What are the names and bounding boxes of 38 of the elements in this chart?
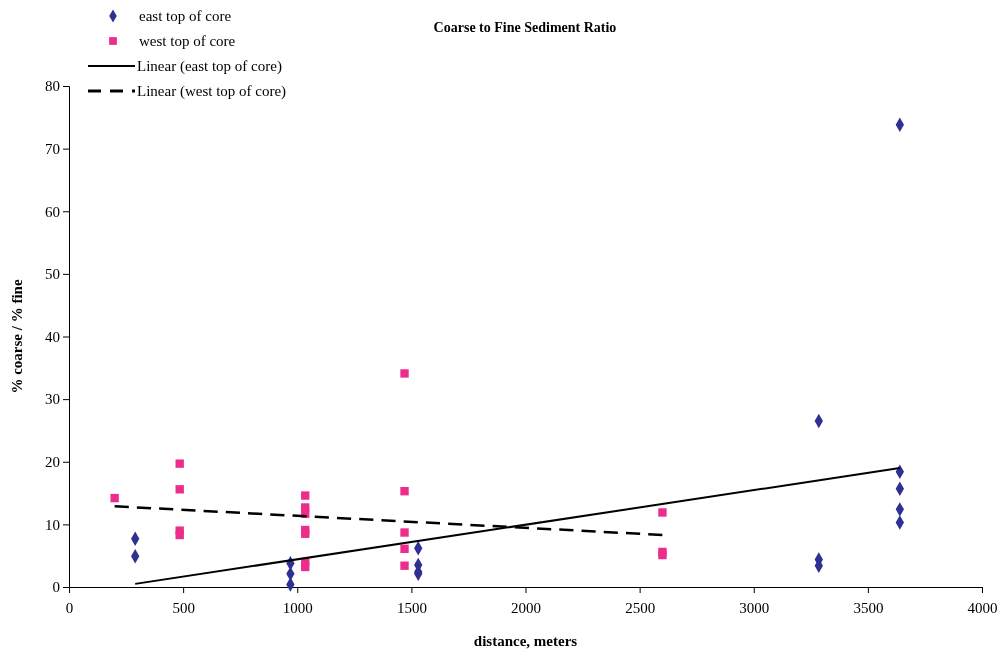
legend-label: Linear (east top of core) — [137, 58, 282, 75]
y-tick-label: 10 — [45, 516, 60, 533]
point — [301, 529, 310, 538]
y-axis-title: % coarse / % fine — [9, 279, 25, 394]
x-tick-label: 3500 — [853, 599, 884, 616]
point — [175, 530, 184, 540]
x-tick-label: 4000 — [967, 599, 998, 616]
y-tick-label: 50 — [45, 266, 60, 283]
legend-label: Linear (west top of core) — [137, 83, 287, 100]
point — [175, 459, 184, 468]
point — [301, 562, 310, 572]
x-tick-label: 1000 — [282, 599, 313, 616]
y-tick-label: 30 — [45, 391, 60, 408]
y-tick-label: 40 — [45, 328, 60, 345]
point — [110, 493, 119, 503]
y-tick-label: 0 — [52, 579, 60, 596]
point — [400, 528, 409, 537]
legend-label: east top of core — [139, 8, 232, 24]
x-tick-label: 2500 — [625, 599, 656, 616]
point — [175, 485, 184, 494]
point — [400, 544, 409, 553]
y-tick-label: 20 — [45, 454, 60, 471]
x-tick-label: 500 — [172, 599, 195, 616]
point — [301, 491, 310, 500]
point — [658, 508, 667, 517]
y-tick-label: 80 — [45, 78, 60, 95]
chart-title: Coarse to Fine Sediment Ratio — [433, 20, 617, 35]
point — [400, 561, 409, 570]
point — [400, 369, 409, 378]
x-tick-label: 3000 — [739, 599, 770, 616]
x-axis-title: distance, meters — [473, 633, 578, 649]
x-tick-label: 1500 — [396, 599, 427, 616]
y-tick-label: 70 — [45, 140, 60, 157]
point — [400, 487, 409, 496]
legend-label: west top of core — [139, 33, 236, 49]
x-tick-label: 2000 — [511, 599, 541, 616]
x-tick-label: 0 — [65, 599, 74, 616]
y-tick-label: 60 — [45, 203, 60, 220]
